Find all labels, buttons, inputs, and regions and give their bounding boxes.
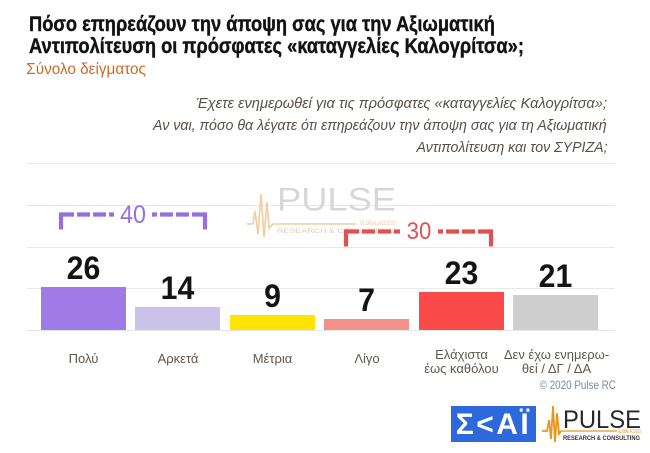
svg-text:GLOBAL ACCESS: GLOBAL ACCESS <box>618 429 641 435</box>
svg-text:PULSE: PULSE <box>277 182 396 218</box>
svg-text:RESEARCH & CONSULTING: RESEARCH & CONSULTING <box>277 228 395 235</box>
svg-text:RESEARCH & CONSULTING: RESEARCH & CONSULTING <box>563 435 640 442</box>
svg-text:GLOBAL ACCESS: GLOBAL ACCESS <box>360 221 396 227</box>
svg-text:PULSE: PULSE <box>563 406 641 434</box>
